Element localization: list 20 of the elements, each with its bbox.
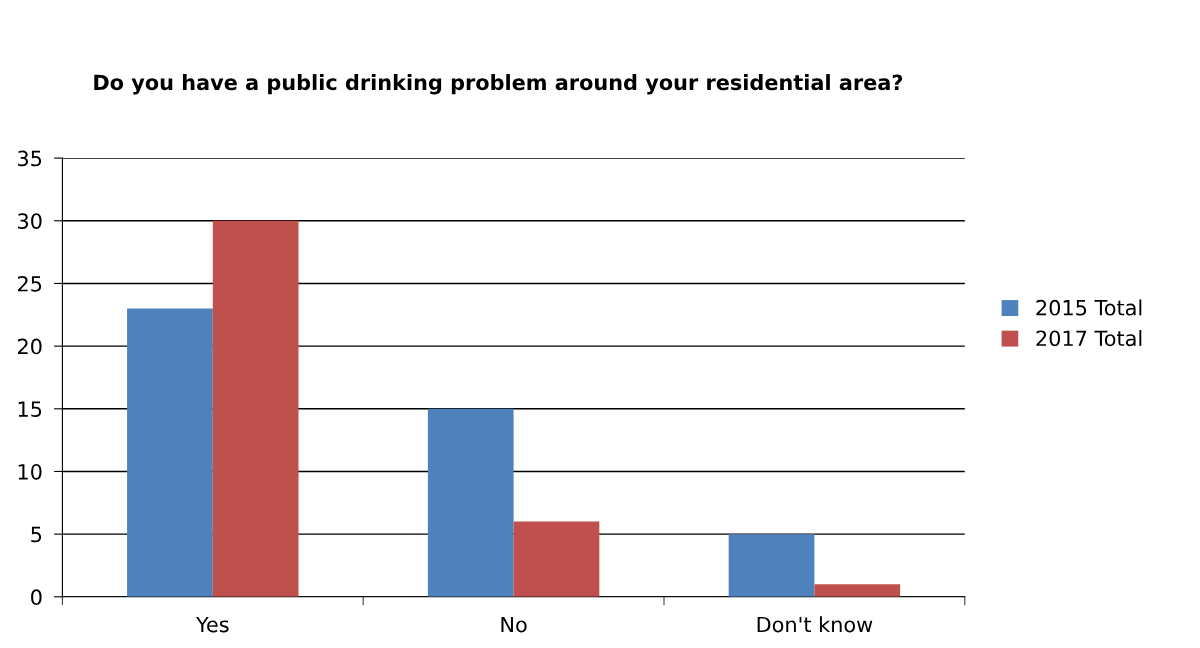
bar xyxy=(427,408,514,597)
x-tick-label: Don't know xyxy=(757,616,873,633)
y-tick-label: 0 xyxy=(31,589,42,606)
x-tick-label: No xyxy=(501,616,527,633)
chart-title: Do you have a public drinking problem around your residential area? xyxy=(94,74,903,95)
y-tick-label: 30 xyxy=(18,213,42,229)
x-tick-label: Yes xyxy=(195,616,229,633)
y-tick-label: 25 xyxy=(17,275,42,292)
y-tick-label: 10 xyxy=(18,463,42,480)
y-tick-label: 35 xyxy=(18,150,42,167)
y-tick-label: 15 xyxy=(18,401,42,418)
bar xyxy=(728,534,815,597)
legend-label: 2015 Total xyxy=(1036,299,1142,316)
y-tick-label: 20 xyxy=(17,338,42,355)
bar xyxy=(212,220,299,597)
legend-label: 2017 Total xyxy=(1036,330,1142,347)
y-tick-label: 5 xyxy=(31,526,42,543)
bar xyxy=(814,584,901,597)
bar xyxy=(513,521,600,597)
bar xyxy=(127,308,213,597)
